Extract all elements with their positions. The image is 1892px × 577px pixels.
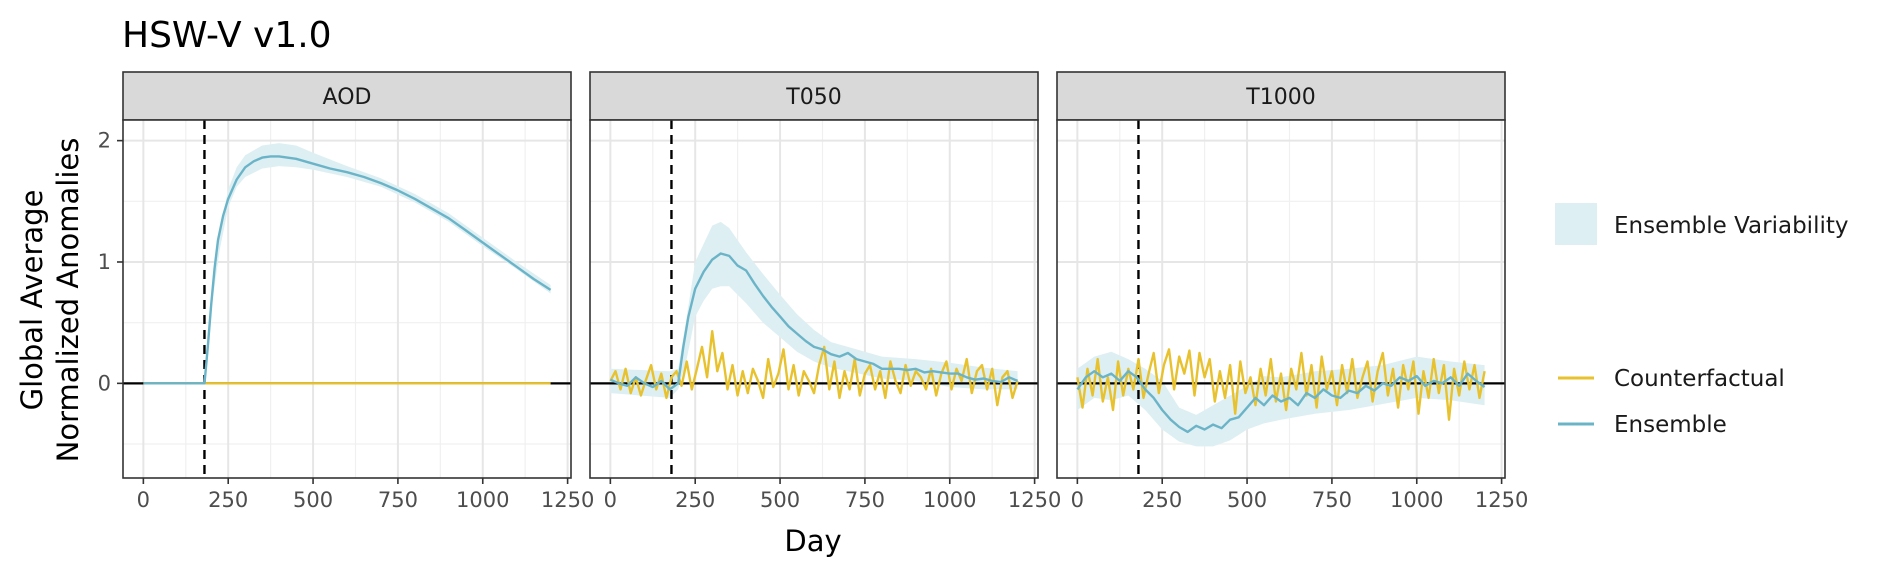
panel-border-t050 (589, 119, 1039, 479)
legend-key-ensemble-variability (1555, 203, 1597, 245)
strip-aod (122, 71, 572, 121)
x-tick-label: 1250 (1475, 488, 1528, 512)
x-tick-label: 1000 (1390, 488, 1443, 512)
band-ensemble-variability-aod (204, 143, 551, 384)
x-tick-label: 750 (845, 488, 885, 512)
y-tick-label: 2 (98, 129, 111, 153)
y-axis-title-line-2: Normalized Anomalies (51, 138, 85, 463)
panel-t050: T050 0 250 500 750 1000 1250 (589, 71, 1061, 512)
x-tick-label: 250 (1142, 488, 1182, 512)
y-tick-label: 1 (98, 250, 111, 274)
panel-border-t1000 (1056, 119, 1506, 479)
strip-t1000 (1056, 71, 1506, 121)
x-tick-label: 1250 (1008, 488, 1061, 512)
panel-aod: AOD 0 250 500 750 1000 1250 0 1 2 (98, 71, 594, 512)
x-tick-label: 0 (604, 488, 617, 512)
legend-label-counterfactual: Counterfactual (1614, 366, 1785, 392)
strip-label-t050: T050 (785, 85, 841, 110)
x-tick-label: 1250 (541, 488, 594, 512)
legend-label-ensemble-variability: Ensemble Variability (1614, 213, 1848, 239)
line-ensemble-t1000 (1076, 370, 1486, 434)
y-tick-label: 0 (98, 371, 111, 395)
data-t1000 (1057, 120, 1505, 478)
plot-area-t050 (590, 120, 1038, 478)
grid-t050 (590, 120, 1038, 478)
data-t050 (590, 120, 1038, 478)
x-axis-title: Day (784, 524, 841, 558)
axis-titles: Day Global Average Normalized Anomalies (15, 138, 842, 558)
panel-t1000: T1000 0 250 500 750 1000 1250 (1056, 71, 1528, 512)
line-ensemble-aod (143, 155, 552, 385)
strip-label-t1000: T1000 (1245, 85, 1315, 110)
chart-title: HSW-V v1.0 (122, 15, 332, 56)
x-tick-label: 1000 (923, 488, 976, 512)
x-tick-label: 750 (1312, 488, 1352, 512)
plot-area-t1000 (1057, 120, 1505, 478)
x-tick-label: 500 (760, 488, 800, 512)
x-tick-label: 500 (293, 488, 333, 512)
x-tick-label: 250 (208, 488, 248, 512)
x-tick-label: 250 (675, 488, 715, 512)
panel-border-aod (122, 119, 572, 479)
x-tick-label: 1000 (456, 488, 509, 512)
x-tick-label: 500 (1227, 488, 1267, 512)
band-ensemble-variability-t050 (610, 221, 1018, 398)
y-axis-title-line-1: Global Average (15, 190, 49, 411)
strip-label-aod: AOD (323, 85, 372, 110)
strip-t050 (589, 71, 1039, 121)
data-aod (123, 120, 571, 478)
facet-panels: AOD 0 250 500 750 1000 1250 0 1 2 T050 0 250 500 750 10… (98, 71, 1528, 512)
x-tick-label: 750 (378, 488, 418, 512)
legend-label-ensemble: Ensemble (1614, 412, 1727, 438)
line-ensemble-t050 (609, 252, 1019, 391)
plot-area-aod (123, 120, 571, 478)
x-tick-label: 0 (1071, 488, 1084, 512)
x-tick-label: 0 (137, 488, 150, 512)
band-ensemble-variability-t1000 (1077, 351, 1485, 447)
legend: Ensemble Variability Counterfactual Ense… (1555, 203, 1848, 438)
